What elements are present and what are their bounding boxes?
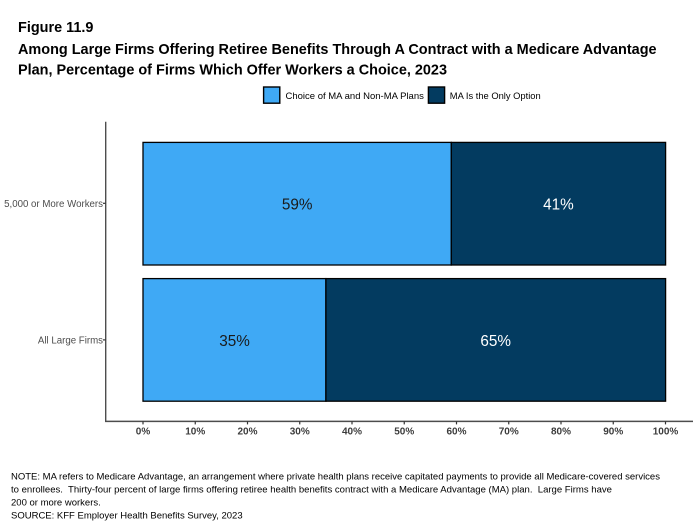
svg-text:SOURCE: KFF Employer Health Be: SOURCE: KFF Employer Health Benefits Sur… <box>11 511 243 522</box>
svg-text:90%: 90% <box>603 427 623 438</box>
svg-text:40%: 40% <box>342 427 362 438</box>
svg-text:65%: 65% <box>480 333 511 350</box>
svg-text:70%: 70% <box>499 427 519 438</box>
svg-text:to enrollees. Thirty-four per: to enrollees. Thirty-four percent of lar… <box>11 485 612 496</box>
svg-text:59%: 59% <box>282 197 313 214</box>
svg-text:0%: 0% <box>136 427 151 438</box>
svg-text:41%: 41% <box>543 197 574 214</box>
svg-text:50%: 50% <box>394 427 414 438</box>
svg-text:Figure 11.9: Figure 11.9 <box>18 20 93 36</box>
svg-text:Choice of MA and Non-MA Plans: Choice of MA and Non-MA Plans <box>286 91 425 102</box>
svg-text:5,000 or More Workers: 5,000 or More Workers <box>4 199 103 210</box>
svg-text:100%: 100% <box>653 427 679 438</box>
svg-text:20%: 20% <box>237 427 257 438</box>
svg-text:30%: 30% <box>290 427 310 438</box>
svg-text:80%: 80% <box>551 427 571 438</box>
svg-text:60%: 60% <box>446 427 466 438</box>
svg-text:200 or more workers.: 200 or more workers. <box>11 498 101 509</box>
svg-text:NOTE: MA refers to Medicare Ad: NOTE: MA refers to Medicare Advantage, a… <box>11 472 660 483</box>
svg-text:All Large Firms: All Large Firms <box>38 335 103 346</box>
svg-text:Among Large Firms Offering Ret: Among Large Firms Offering Retiree Benef… <box>18 42 657 58</box>
svg-text:MA Is the Only Option: MA Is the Only Option <box>450 91 541 101</box>
svg-text:35%: 35% <box>219 333 250 350</box>
svg-text:10%: 10% <box>185 427 205 438</box>
svg-text:Plan, Percentage of Firms Whic: Plan, Percentage of Firms Which Offer Wo… <box>18 63 447 79</box>
